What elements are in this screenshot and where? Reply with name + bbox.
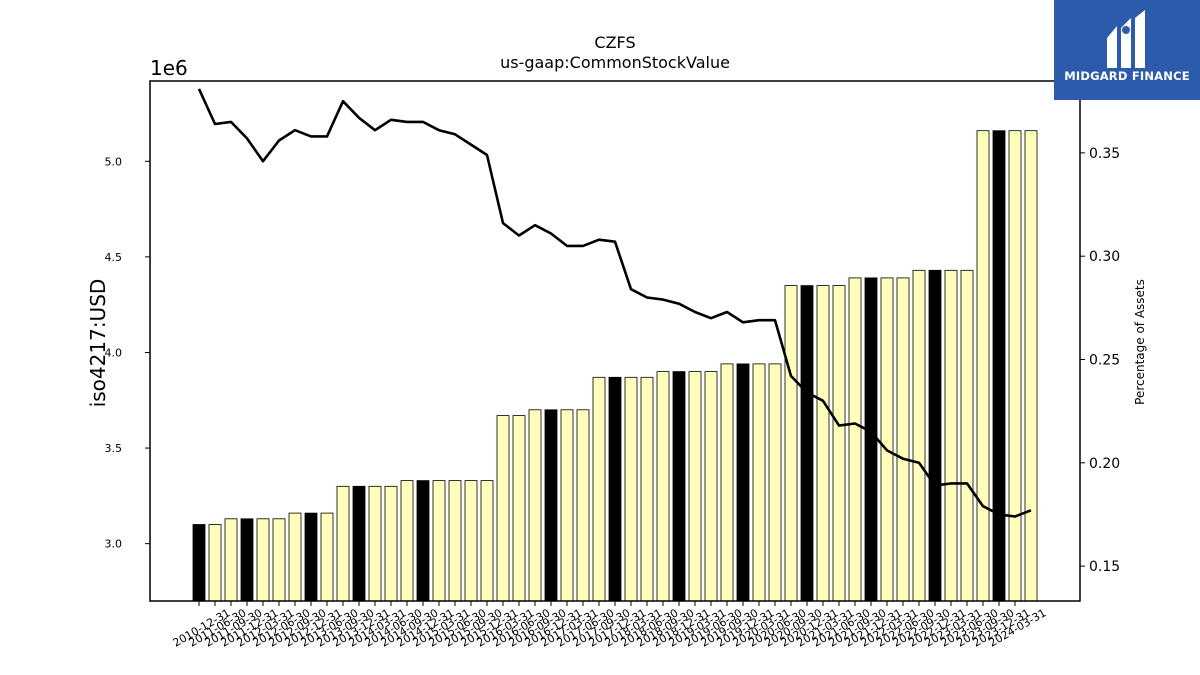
bar [416,480,430,602]
bar [240,518,254,602]
y-axis-offset-label: 1e6 [150,56,188,80]
bar [928,269,942,602]
bar [688,371,702,602]
bar [528,409,542,602]
bar [496,415,510,602]
bar [304,512,318,602]
bar [960,269,974,602]
bar [512,415,526,602]
bar [448,480,462,602]
bar [704,371,718,602]
midgard-logo-icon [1107,10,1145,68]
bar [720,363,734,602]
bar [736,363,750,602]
bar [832,285,846,602]
bar [400,480,414,602]
bar [896,277,910,602]
y-tick-label: 3.5 [105,442,123,455]
bar [1008,130,1022,602]
bar [944,269,958,602]
bar [464,480,478,602]
bar [432,480,446,602]
y2-tick-label: 0.35 [1089,146,1120,162]
y2-tick-label: 0.30 [1089,249,1120,265]
brand-logo: MIDGARD FINANCE [1054,0,1200,100]
bar [976,130,990,602]
bar [624,376,638,602]
y2-tick-label: 0.15 [1089,559,1120,575]
bar [384,485,398,602]
logo-text: MIDGARD FINANCE [1064,69,1190,83]
bar [336,485,350,602]
chart-title: CZFS [594,33,635,52]
bar [368,485,382,602]
bar [640,376,654,602]
bar [992,130,1006,602]
y-tick-label: 4.5 [105,251,123,264]
bar [592,376,606,602]
bar [880,277,894,602]
bar [864,277,878,602]
bar [192,524,206,602]
bar [608,376,622,602]
bar [912,269,926,602]
bar [784,285,798,602]
y2-tick-label: 0.25 [1089,352,1120,368]
bar [768,363,782,602]
bar [352,485,366,602]
bar [800,285,814,602]
bar [544,409,558,602]
percentage-line [197,88,1032,518]
bar [752,363,766,602]
y2-axis-label: Percentage of Assets [1133,279,1147,405]
bar [672,371,686,602]
y-axis-label: iso4217:USD [86,279,110,408]
y-tick-label: 3.0 [105,538,123,551]
y-tick-label: 4.0 [105,346,123,359]
bar [288,512,302,602]
bar [480,480,494,602]
bar [272,518,286,602]
bar [848,277,862,602]
y-tick-label: 5.0 [105,155,123,168]
y2-tick-label: 0.20 [1089,456,1120,472]
bar [656,371,670,602]
plot-frame [149,80,1081,602]
bar [256,518,270,602]
bar [560,409,574,602]
bar [1024,130,1038,602]
bar [576,409,590,602]
bar [816,285,830,602]
chart-subtitle: us-gaap:CommonStockValue [500,53,730,72]
bar [320,512,334,602]
bar [224,518,238,602]
bar [208,524,222,602]
